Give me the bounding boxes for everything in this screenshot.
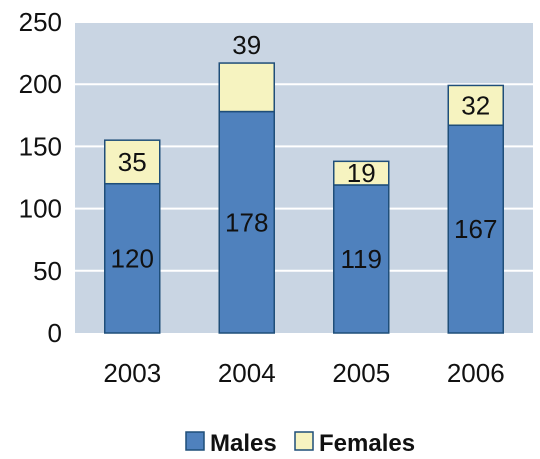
x-tick-label: 2003 bbox=[103, 358, 161, 388]
bar-females-2004 bbox=[218, 62, 275, 113]
x-tick-label: 2005 bbox=[332, 358, 390, 388]
y-tick-label: 0 bbox=[48, 318, 62, 348]
bar-males-2003 bbox=[104, 182, 161, 334]
data-label-females-2006: 32 bbox=[461, 90, 490, 120]
data-label-females-2003: 35 bbox=[118, 147, 147, 177]
data-label-males-2004: 178 bbox=[225, 207, 268, 237]
bar-males-2004 bbox=[218, 110, 275, 334]
data-label-males-2005: 119 bbox=[341, 244, 382, 274]
y-tick-label: 150 bbox=[19, 131, 62, 161]
x-axis-ticks: 2003 2004 2005 2006 bbox=[103, 358, 504, 388]
bar-females-2003 bbox=[104, 139, 161, 185]
x-tick-label: 2006 bbox=[447, 358, 505, 388]
legend-label-males: Males bbox=[210, 430, 277, 457]
bar-females-2005 bbox=[333, 160, 390, 186]
data-label-males-2003: 120 bbox=[111, 243, 154, 273]
legend-label-females: Females bbox=[319, 430, 415, 457]
data-label-males-2006: 167 bbox=[454, 214, 497, 244]
bar-males-2006 bbox=[447, 124, 504, 334]
bar-females-2006 bbox=[447, 84, 504, 127]
bar-males-2005 bbox=[333, 184, 390, 334]
x-tick-label: 2004 bbox=[218, 358, 276, 388]
data-label-females-2005: 19 bbox=[347, 158, 376, 188]
data-label-females-2004: 39 bbox=[232, 30, 261, 60]
y-tick-label: 250 bbox=[19, 7, 62, 37]
y-tick-label: 200 bbox=[19, 69, 62, 99]
y-tick-label: 50 bbox=[33, 256, 62, 286]
legend: Males Females bbox=[185, 430, 415, 457]
bars: 120 35 178 39 119 19 167 32 bbox=[104, 30, 504, 334]
y-axis-ticks: 0 50 100 150 200 250 bbox=[19, 7, 62, 348]
y-tick-label: 100 bbox=[19, 194, 62, 224]
legend-swatch-males bbox=[185, 431, 205, 451]
legend-swatch-females bbox=[294, 431, 314, 451]
